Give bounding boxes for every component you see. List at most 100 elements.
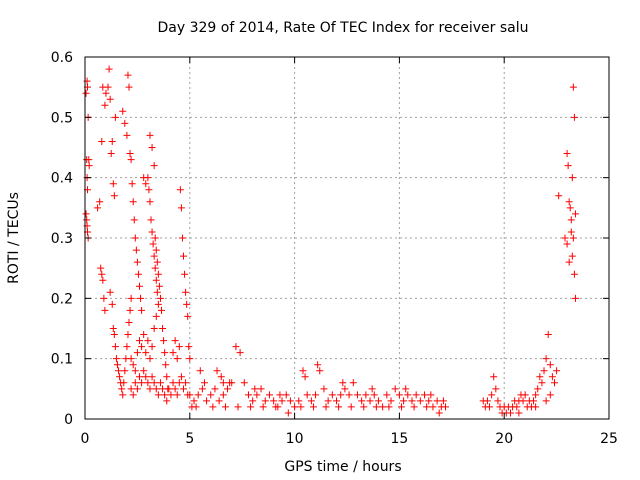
data-point — [217, 373, 225, 381]
data-point — [146, 355, 154, 363]
data-point — [416, 397, 424, 405]
y-tick-label: 0.3 — [51, 231, 73, 247]
data-point — [176, 186, 184, 194]
data-point — [383, 391, 391, 399]
data-point — [196, 367, 204, 375]
data-point — [98, 270, 106, 278]
data-point — [442, 403, 450, 411]
data-point — [322, 403, 330, 411]
data-point — [158, 306, 166, 314]
data-point — [100, 294, 108, 302]
data-point — [144, 379, 152, 387]
data-point — [219, 379, 227, 387]
data-point — [299, 367, 307, 375]
data-point — [134, 270, 142, 278]
data-point — [132, 246, 140, 254]
data-point — [194, 391, 202, 399]
data-point — [180, 385, 188, 393]
data-point — [154, 270, 162, 278]
data-point — [162, 361, 170, 369]
data-point — [429, 403, 437, 411]
data-point — [120, 379, 128, 387]
data-point — [110, 192, 118, 200]
data-point — [207, 391, 215, 399]
data-point — [360, 403, 368, 411]
data-point — [135, 337, 143, 345]
data-point — [282, 391, 290, 399]
data-point — [366, 397, 374, 405]
data-point — [226, 379, 234, 387]
data-point — [129, 198, 137, 206]
y-tick-label: 0.1 — [51, 352, 73, 368]
data-point — [125, 318, 133, 326]
data-point — [425, 397, 433, 405]
data-point — [339, 379, 347, 387]
data-point — [492, 385, 500, 393]
data-point — [129, 391, 137, 399]
data-point — [521, 391, 529, 399]
data-point — [138, 306, 146, 314]
y-axis-label: ROTI / TECUs — [6, 192, 22, 284]
data-point — [488, 391, 496, 399]
data-point — [341, 385, 349, 393]
data-point — [203, 397, 211, 405]
data-point — [145, 186, 153, 194]
data-point — [153, 258, 161, 266]
data-point — [538, 379, 546, 387]
chart-title: Day 329 of 2014, Rate Of TEC Index for r… — [157, 20, 528, 36]
axis-ticks: 0 5 10 15 20 25 0 0.1 0.2 0.3 0.4 0.5 0.6 — [51, 50, 618, 447]
data-point — [244, 391, 252, 399]
data-point — [184, 312, 192, 320]
data-point — [165, 385, 173, 393]
data-point — [316, 367, 324, 375]
data-point — [181, 270, 189, 278]
data-point — [571, 294, 579, 302]
data-point — [427, 391, 435, 399]
x-tick-label: 25 — [600, 431, 618, 447]
data-point — [123, 343, 131, 351]
data-point — [379, 403, 387, 411]
y-tick-label: 0.4 — [51, 171, 73, 187]
data-point — [215, 397, 223, 405]
data-point — [131, 367, 139, 375]
data-point — [536, 373, 544, 381]
data-point — [101, 101, 109, 109]
data-point — [152, 276, 160, 284]
data-point — [102, 89, 110, 97]
data-point — [335, 403, 343, 411]
data-point — [249, 397, 257, 405]
data-point — [97, 264, 105, 272]
data-point — [82, 210, 90, 218]
data-point — [295, 397, 303, 405]
data-point — [232, 343, 240, 351]
data-point — [253, 391, 261, 399]
y-tick-label: 0.2 — [51, 291, 73, 307]
data-point — [435, 409, 443, 417]
data-point — [347, 403, 355, 411]
y-tick-label: 0.6 — [51, 50, 73, 66]
data-point — [147, 216, 155, 224]
data-point — [135, 373, 143, 381]
data-point — [113, 361, 121, 369]
data-point — [111, 113, 119, 121]
data-point — [213, 367, 221, 375]
data-point — [169, 379, 177, 387]
data-point — [182, 288, 190, 296]
data-point — [161, 391, 169, 399]
data-point — [506, 409, 514, 417]
data-point — [410, 403, 418, 411]
data-point — [303, 391, 311, 399]
data-point — [542, 355, 550, 363]
data-point — [183, 300, 191, 308]
data-point — [395, 391, 403, 399]
data-point — [123, 131, 131, 139]
data-point — [211, 385, 219, 393]
data-point — [96, 198, 104, 206]
data-point — [104, 83, 112, 91]
data-point — [251, 385, 259, 393]
data-point — [568, 174, 576, 182]
data-point — [133, 385, 141, 393]
data-point — [177, 204, 185, 212]
